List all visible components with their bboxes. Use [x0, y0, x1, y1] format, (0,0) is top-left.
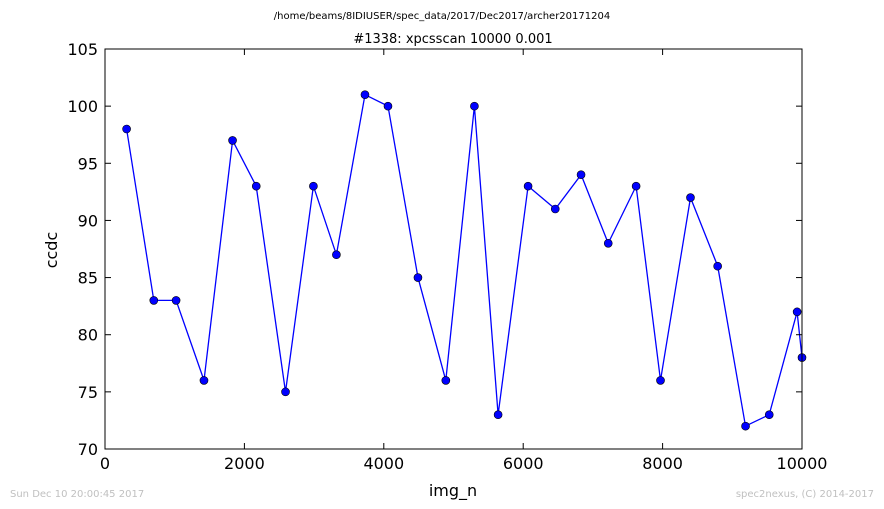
plot-frame — [104, 48, 803, 450]
data-point — [741, 421, 750, 431]
y-tick-label: 85 — [78, 269, 98, 288]
data-point — [550, 204, 560, 214]
data-point — [332, 250, 341, 260]
data-point — [281, 387, 290, 397]
data-point — [171, 296, 181, 305]
y-tick-label: 100 — [67, 97, 98, 116]
data-point — [603, 238, 613, 248]
data-point — [470, 101, 479, 111]
data-point — [523, 181, 533, 191]
x-axis-label: img_n — [429, 481, 477, 501]
data-point — [764, 410, 774, 420]
data-point — [122, 124, 131, 134]
data-point — [413, 273, 423, 282]
data-point — [383, 101, 393, 111]
data-point — [656, 376, 665, 385]
data-point — [631, 181, 641, 191]
y-tick-label: 105 — [67, 40, 98, 59]
plot-area: 0 2000 4000 6000 8000 10000 70 75 80 85 90 95 100 105 — [67, 40, 827, 473]
data-point — [228, 136, 237, 145]
footer-credit: spec2nexus, (C) 2014-2017 — [736, 489, 874, 500]
y-tick-label: 95 — [78, 154, 98, 173]
x-tick-label: 0 — [100, 454, 110, 473]
data-point — [792, 307, 802, 317]
series-line — [125, 93, 803, 428]
x-tick-label: 8000 — [642, 454, 683, 473]
data-point — [576, 170, 586, 180]
data-point — [360, 90, 370, 100]
y-tick-label: 90 — [78, 211, 98, 230]
data-point — [149, 296, 159, 305]
y-axis-label: ccdc — [42, 232, 61, 269]
data-point — [199, 376, 209, 385]
x-tick-label: 4000 — [363, 454, 404, 473]
chart-suptitle: /home/beams/8IDIUSER/spec_data/2017/Dec2… — [274, 11, 610, 22]
data-point — [309, 181, 318, 191]
footer-timestamp: Sun Dec 10 20:00:45 2017 — [10, 489, 144, 500]
chart-title: #1338: xpcsscan 10000 0.001 — [353, 32, 552, 47]
data-point — [686, 193, 695, 202]
y-tick-label: 80 — [78, 326, 98, 345]
x-tick-label: 10000 — [777, 454, 828, 473]
data-point — [713, 261, 722, 271]
x-tick-label: 6000 — [503, 454, 544, 473]
y-tick-label: 75 — [78, 383, 98, 402]
data-point — [441, 376, 451, 385]
y-tick-label: 70 — [78, 440, 98, 459]
data-point — [251, 181, 261, 191]
x-tick-label: 2000 — [224, 454, 265, 473]
data-point — [493, 410, 503, 420]
